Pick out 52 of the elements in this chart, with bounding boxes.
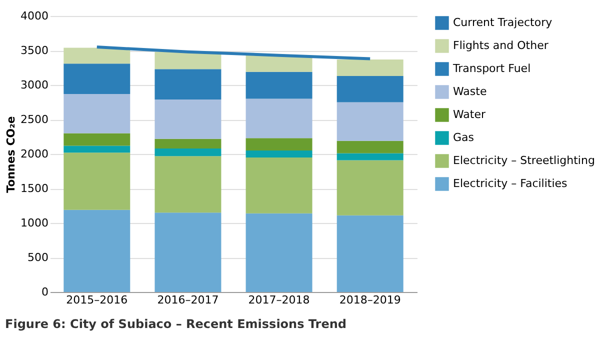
legend-label: Electricity – Facilities [453, 177, 568, 190]
text: Figure 6: City of Subiaco – Recent Emissions Trend [5, 317, 346, 331]
bar [246, 138, 312, 151]
legend-label: Electricity – Streetlighting [453, 154, 595, 167]
bar [246, 98, 312, 138]
y-tick-label: 0 [42, 286, 48, 298]
bar [64, 146, 130, 153]
bar [64, 210, 130, 292]
bar [336, 153, 404, 160]
bar [154, 148, 222, 156]
bar [336, 102, 404, 141]
bar [246, 150, 312, 158]
y-tick-label: 1500 [20, 182, 48, 195]
bar [246, 157, 312, 214]
x-tick-label: 2016–2017 [157, 294, 219, 306]
bar [154, 156, 222, 213]
bar [64, 94, 130, 134]
legend-label: Flights and Other [453, 39, 549, 52]
bar [64, 64, 130, 94]
bar [64, 152, 130, 210]
y-tick-label: 2000 [20, 148, 48, 160]
y-tick-label: 1000 [20, 216, 48, 230]
bar [246, 72, 312, 99]
y-tick-label: 3500 [20, 44, 48, 57]
bar [336, 160, 404, 216]
legend-label: Waste [453, 85, 487, 98]
bar [64, 48, 130, 64]
bar [336, 76, 404, 102]
bar [154, 52, 222, 70]
legend-label: Current Trajectory [453, 16, 553, 29]
bar [154, 99, 222, 139]
legend-label: Gas [453, 131, 474, 144]
bar [336, 140, 404, 154]
bar [246, 213, 312, 292]
bar [154, 69, 222, 100]
x-tick-label: 2018–2019 [339, 294, 401, 306]
y-tick-label: 3000 [20, 78, 48, 92]
x-tick-label: 2015–2016 [66, 294, 128, 306]
bar [336, 59, 404, 76]
bar [336, 215, 404, 292]
y-axis-title: Tonnes CO₂e [4, 116, 18, 193]
bar [154, 212, 222, 292]
bar [64, 133, 130, 146]
y-tick-label: 500 [28, 251, 48, 264]
y-tick-label: 2500 [20, 113, 48, 126]
x-tick-label: 2017–2018 [248, 294, 310, 306]
bar [154, 138, 222, 148]
bar [246, 55, 312, 72]
legend-label: Transport Fuel [452, 62, 531, 75]
y-tick-label: 4000 [20, 10, 48, 22]
line-series [95, 46, 372, 60]
legend-label: Water [453, 108, 486, 121]
